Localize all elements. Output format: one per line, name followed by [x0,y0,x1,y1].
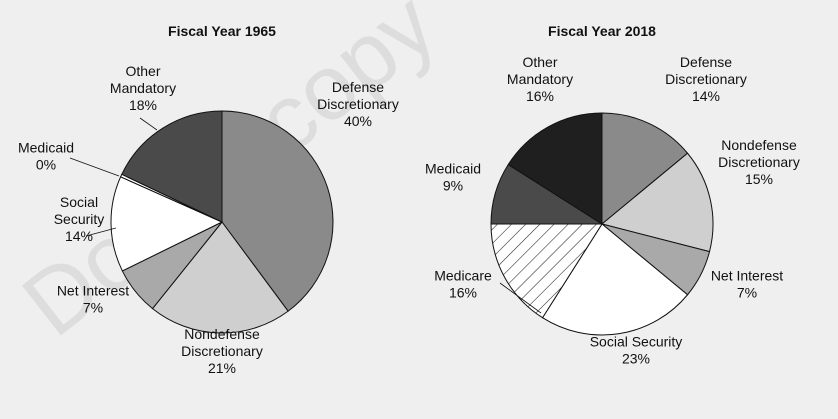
slice-label-1965-net-interest: Net Interest 7% [57,283,129,316]
slice-label-1965-nondefense-discretionary: Nondefense Discretionary 21% [181,326,263,376]
pie-slice-1965-defense-discretionary [221,110,334,312]
labels-2018: Defense Discretionary 14% Nondefense Discret… [425,54,800,367]
pie-slice-2018-other-mandatory [507,112,603,225]
leader-line-1965-social-security [85,227,117,237]
pie-slice-2018-defense-discretionary [601,112,689,226]
slice-label-2018-medicare: Medicare 16% [434,268,492,301]
pie-slice-1965-other-mandatory [121,110,223,223]
chart-title-2018: Fiscal Year 2018 [548,23,656,39]
slice-label-2018-social-security: Social Security 23% [590,334,683,367]
pie-slice-2018-medicare [490,223,603,319]
pie-slice-2018-nondefense-discretionary [600,152,714,253]
slice-label-2018-medicaid: Medicaid 9% [425,161,481,194]
slice-label-1965-social-security: Social Security 14% [54,194,105,244]
slice-label-1965-defense-discretionary: Defense Discretionary 40% [317,79,399,129]
slice-label-2018-defense-discretionary: Defense Discretionary 14% [665,54,747,104]
leader-line-1965-other-mandatory [139,117,158,131]
pie-slice-2018-social-security [541,223,689,336]
pie-2018 [490,112,714,336]
slice-label-1965-medicaid: Medicaid 0% [18,140,74,173]
slice-label-2018-other-mandatory: Other Mandatory 16% [507,54,573,104]
labels-1965: Defense Discretionary 40% Nondefense Discret… [18,63,399,376]
pie-slice-1965-social-security [110,176,224,272]
leader-line-1965-medicaid [69,157,120,177]
pie-slice-1965-nondefense-discretionary [151,221,289,334]
leader-line-2018-medicare [499,282,542,314]
slice-label-2018-nondefense-discretionary: Nondefense Discretionary 15% [718,137,800,187]
slice-label-2018-net-interest: Net Interest 7% [711,268,783,301]
slice-label-1965-other-mandatory: Other Mandatory 18% [110,63,176,113]
chart-title-1965: Fiscal Year 1965 [168,23,276,39]
pie-1965 [110,110,334,334]
